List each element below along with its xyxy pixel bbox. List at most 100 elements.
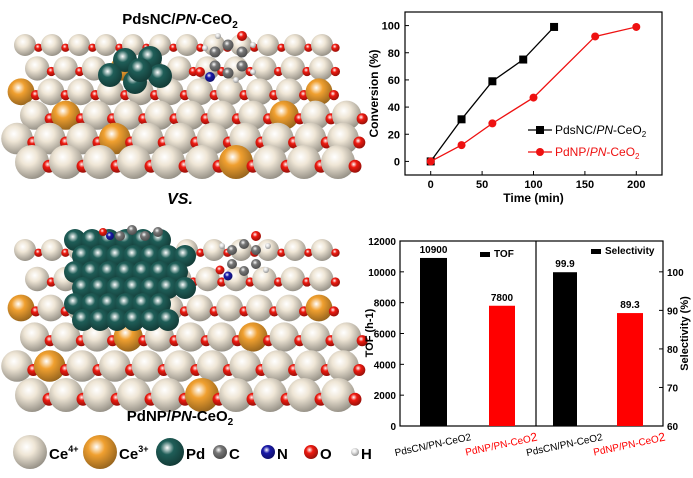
pd-atom [128,58,152,82]
c-atom [236,60,248,72]
ce4-atom [49,145,83,179]
plot-frame [399,240,664,427]
o-atom [196,43,205,52]
o-atom [196,248,205,257]
c-atom [222,39,234,51]
ce4-atom [167,56,192,81]
c-atom [115,231,125,241]
ce4-atom [25,266,50,292]
legend-item-ce-3plus: Ce3+ [83,435,148,469]
c-atom [209,60,221,72]
data-point [529,93,538,102]
x-tick-label: 200 [627,179,645,191]
ce4-atom [19,322,50,352]
o-atom [99,228,107,236]
series-line [430,26,555,162]
ce4-atom [321,378,355,412]
ce4-atom [95,34,117,56]
ce4-atom [83,145,117,179]
legend-marker [536,148,544,156]
data-point [632,22,641,31]
legend-item-h: H [351,446,372,463]
ce4-atom [216,294,244,322]
ce4-atom [25,56,50,81]
ce4-atom [246,294,273,322]
y2-axis-label: Selectivity (%) [679,296,691,371]
ce4-atom [14,239,36,261]
ce4-atom [37,78,65,106]
ce4-atom [82,100,112,130]
y-tick-label: 40 [388,102,400,114]
c-atom [209,46,221,58]
ce4-atom [15,378,49,412]
c-atom [127,225,137,235]
data-point [488,119,497,128]
ce4-atom [269,322,299,352]
y2-tick-label: 100 [667,268,684,279]
c-atom [239,266,249,276]
ce4-atom [216,78,244,106]
c-atom [153,227,163,237]
ce4-atom [275,294,303,322]
ce4-atom [253,145,287,179]
x-axis-label: Time (min) [503,191,563,205]
top-title: PdsNC/PN-CeO2 [122,11,238,31]
pd-atom [174,277,196,299]
ce4-atom [284,239,306,261]
ce4-atom [280,266,305,292]
ce4-atom [113,100,143,130]
plot-frame [404,11,663,176]
legend-atom-icon [304,445,318,459]
x-tick-label: 50 [476,179,488,191]
bar-value-label: 10900 [420,245,448,256]
pd-atom [89,309,111,331]
ce4-atom [164,350,196,382]
ce4-atom [176,100,206,130]
ce4-atom [15,145,49,179]
ce4-atom [185,145,219,179]
ce4-atom [309,266,334,292]
y2-tick-label: 60 [667,422,679,433]
pd-atom [148,64,172,88]
vs-label: VS. [167,191,193,208]
category-label: PdNP/PN-CeO2 [464,430,539,459]
bar [617,313,643,426]
legend-label: O [320,446,332,463]
o-atom [331,43,340,52]
bottom-title: PdNP/PN-CeO2 [127,408,234,428]
ce4-atom [144,100,174,130]
ce3-atom [238,322,268,352]
ce3-atom [7,78,35,106]
ce4-atom [253,378,287,412]
legend-item-pd: Pd [156,438,205,466]
h-atom [250,42,256,48]
ce3-atom [269,100,299,130]
ce4-atom [294,350,327,382]
legend-atom-icon [351,448,359,456]
data-point [488,77,497,86]
catalyst-illustration: PdsNC/PN-CeO2 VS. PdNP/PN-CeO2 Ce4+ Ce3+ P… [1,11,372,469]
ce4-atom [131,350,164,382]
o-atom [237,31,247,41]
c-atom [227,245,237,255]
ce4-atom [287,145,321,179]
o-atom [331,248,340,257]
ce4-atom [229,350,261,382]
ce4-atom [41,34,63,56]
o-atom [34,43,43,52]
ce4-atom [51,322,81,352]
ce4-atom [196,350,229,382]
o-atom [328,306,339,317]
h-atom [263,267,269,273]
ce4-atom [207,100,237,130]
ce4-atom [66,350,98,382]
c-atom [239,239,249,249]
pd-atom [106,309,128,331]
pd-atom [140,309,162,331]
x-tick-label: 0 [428,179,434,191]
o-atom [88,43,97,52]
bar-value-label: 7800 [491,293,514,304]
ce3-atom [51,100,81,130]
c-atom [222,67,234,79]
